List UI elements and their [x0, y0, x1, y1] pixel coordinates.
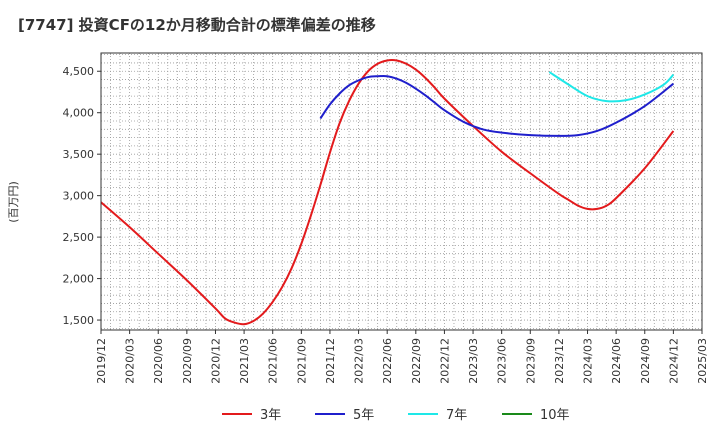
x-tick-label: 2022/12 — [438, 338, 451, 384]
plot-border — [100, 52, 703, 331]
x-tick-label: 2021/09 — [295, 338, 308, 384]
x-tick-label: 2021/03 — [238, 338, 251, 384]
legend-label: 10年 — [540, 408, 570, 423]
x-tick-label: 2020/06 — [152, 338, 165, 384]
y-axis-label: (百万円) — [7, 181, 20, 223]
x-tick-label: 2024/03 — [582, 338, 595, 384]
series-line-5年 — [319, 75, 674, 137]
x-tick-label: 2025/03 — [696, 338, 709, 384]
legend-label: 7年 — [446, 408, 467, 423]
x-tick-label: 2023/09 — [524, 338, 537, 384]
x-tick-label: 2022/09 — [410, 338, 423, 384]
x-tick-label: 2020/09 — [181, 338, 194, 384]
x-tick-label: 2021/06 — [267, 338, 280, 384]
x-tick-label: 2020/12 — [209, 338, 222, 384]
x-tick-label: 2020/03 — [124, 338, 137, 384]
x-tick-label: 2024/06 — [610, 338, 623, 384]
x-tick-label: 2023/03 — [467, 338, 480, 384]
x-tick-label: 2023/06 — [496, 338, 509, 384]
plot-area — [101, 53, 702, 330]
x-tick-label: 2019/12 — [95, 338, 108, 384]
y-tick-label: 1,500 — [63, 314, 95, 327]
x-tick-label: 2024/12 — [667, 338, 680, 384]
legend: 3年 5年 7年 10年 — [222, 408, 570, 423]
x-tick-label: 2022/06 — [381, 338, 394, 384]
chart-title: [7747] 投資CFの12か月移動合計の標準偏差の推移 — [18, 16, 376, 34]
y-tick-label: 3,000 — [63, 190, 95, 203]
series-line-7年 — [548, 71, 675, 103]
y-tick-label: 2,000 — [63, 273, 95, 286]
y-axis: 1,500 2,000 2,500 3,000 3,500 4,000 4,500 — [63, 65, 101, 327]
y-tick-label: 4,000 — [63, 107, 95, 120]
y-tick-label: 4,500 — [63, 65, 95, 78]
legend-label: 5年 — [353, 408, 374, 423]
y-tick-label: 3,500 — [63, 148, 95, 161]
series-line-3年 — [100, 59, 675, 326]
x-axis: 2019/12 2020/03 2020/06 2020/09 2020/12 2021/… — [95, 330, 709, 384]
grid — [101, 53, 702, 330]
x-tick-label: 2022/03 — [353, 338, 366, 384]
legend-label: 3年 — [260, 408, 281, 423]
x-tick-label: 2021/12 — [324, 338, 337, 384]
y-tick-label: 2,500 — [63, 231, 95, 244]
x-tick-label: 2023/12 — [553, 338, 566, 384]
x-tick-label: 2024/09 — [639, 338, 652, 384]
series-lines — [100, 59, 675, 326]
